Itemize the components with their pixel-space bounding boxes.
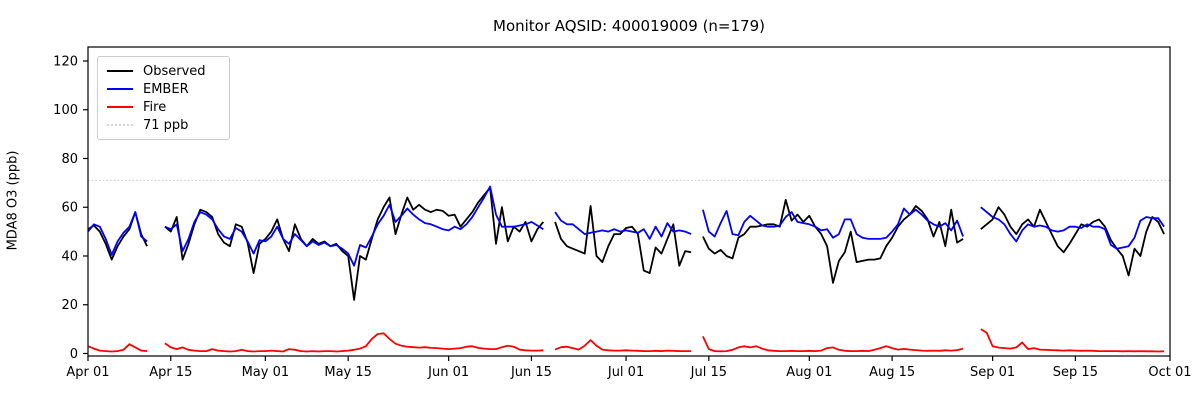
y-tick-label: 60	[61, 201, 78, 216]
x-tick-label: Oct 01	[1148, 365, 1191, 380]
x-tick-label: Jun 15	[510, 365, 552, 380]
fire-line	[554, 339, 692, 353]
observed-line	[554, 205, 692, 275]
fire-line	[980, 328, 1165, 353]
x-tick-label: Aug 15	[869, 365, 915, 380]
observed-line	[164, 186, 544, 301]
ember-line	[554, 211, 692, 240]
legend-item-ember: EMBER	[107, 80, 219, 98]
legend-swatch-71-ppb	[107, 124, 133, 126]
legend-label: Observed	[143, 63, 206, 79]
x-tick-label: Sep 01	[970, 365, 1015, 380]
legend-item-fire: Fire	[107, 98, 219, 116]
x-tick-label: May 15	[324, 365, 372, 380]
ember-line	[702, 207, 964, 240]
x-tick-label: Apr 01	[66, 365, 109, 380]
ember-line	[87, 211, 148, 256]
y-tick-label: 20	[61, 298, 78, 313]
observed-line	[980, 206, 1165, 277]
fire-line	[702, 336, 964, 353]
fire-line	[164, 332, 544, 353]
legend-swatch-observed	[107, 70, 133, 72]
ember-line	[980, 206, 1165, 250]
y-tick-label: 40	[61, 249, 78, 264]
observed-line	[87, 211, 148, 261]
y-tick-label: 0	[70, 347, 78, 362]
x-tick-label: Aug 01	[786, 365, 832, 380]
legend-item-71-ppb: 71 ppb	[107, 116, 219, 134]
x-tick-label: May 01	[242, 365, 290, 380]
legend-label: 71 ppb	[143, 117, 189, 133]
ember-line	[164, 185, 544, 267]
x-tick-label: Jun 01	[427, 365, 469, 380]
x-tick-label: Sep 15	[1053, 365, 1098, 380]
legend-swatch-fire	[107, 106, 133, 108]
chart-title: Monitor AQSID: 400019009 (n=179)	[493, 17, 765, 35]
y-tick-label: 100	[53, 103, 78, 118]
x-tick-label: Jul 01	[607, 365, 644, 380]
legend: Observed EMBER Fire 71 ppb	[97, 56, 230, 140]
legend-item-observed: Observed	[107, 62, 219, 80]
fire-line	[87, 343, 148, 353]
y-tick-label: 80	[61, 152, 78, 167]
plot-border	[87, 46, 1171, 357]
observed-line	[702, 198, 964, 284]
legend-swatch-ember	[107, 88, 133, 90]
legend-label: EMBER	[143, 81, 189, 97]
legend-label: Fire	[143, 99, 167, 115]
y-tick-label: 120	[53, 54, 78, 69]
x-tick-label: Apr 15	[149, 365, 192, 380]
x-tick-label: Jul 15	[690, 365, 727, 380]
